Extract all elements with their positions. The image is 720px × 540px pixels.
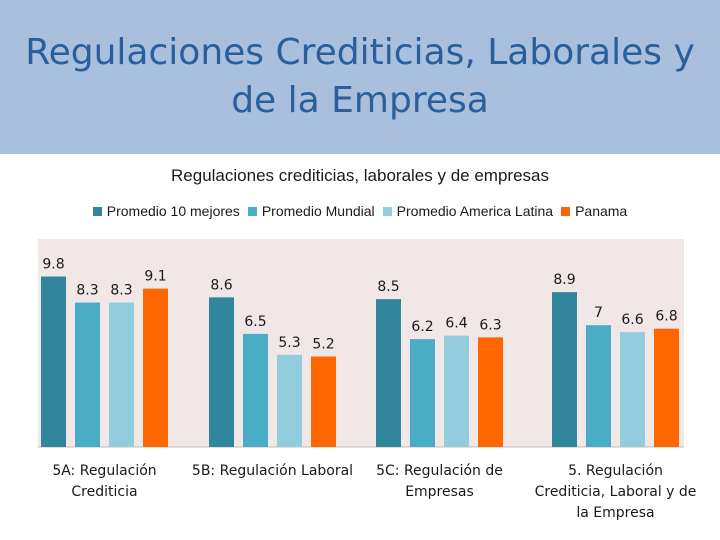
legend-label: Panama bbox=[575, 203, 628, 219]
data-label: 9.1 bbox=[144, 269, 166, 285]
category-label: 5C: Regulación de Empresas bbox=[376, 463, 503, 500]
data-label: 8.9 bbox=[553, 272, 575, 288]
legend-label: Promedio America Latina bbox=[396, 203, 554, 219]
category-label: 5. Regulación Crediticia, Laboral y de la … bbox=[535, 463, 697, 521]
data-label: 8.5 bbox=[377, 279, 399, 295]
bar bbox=[277, 354, 302, 447]
bar bbox=[243, 333, 268, 447]
legend-label: Promedio 10 mejores bbox=[106, 203, 240, 219]
category-label-line: 5. Regulación bbox=[568, 463, 663, 479]
bar bbox=[654, 328, 679, 447]
bar bbox=[109, 302, 134, 447]
category-label: 5A: Regulación Crediticia bbox=[52, 463, 156, 500]
title-banner: Regulaciones Crediticias, Laborales y de… bbox=[0, 0, 720, 154]
data-label: 9.8 bbox=[42, 256, 64, 272]
data-label: 7 bbox=[594, 305, 603, 321]
data-label: 6.6 bbox=[621, 312, 643, 328]
bar bbox=[620, 332, 645, 447]
legend-swatch bbox=[382, 206, 392, 216]
category-label-line: 5C: Regulación de bbox=[376, 463, 503, 479]
category-label: 5B: Regulación Laboral bbox=[192, 463, 353, 479]
data-label: 8.3 bbox=[76, 283, 98, 299]
data-label: 5.2 bbox=[312, 337, 334, 353]
data-label: 6.4 bbox=[445, 316, 467, 332]
legend-swatch bbox=[92, 206, 102, 216]
bar bbox=[586, 325, 611, 447]
bar bbox=[376, 299, 401, 447]
category-label-line: 5A: Regulación bbox=[52, 463, 156, 479]
data-label: 6.8 bbox=[655, 309, 677, 325]
bar bbox=[41, 276, 66, 447]
category-label-line: la Empresa bbox=[576, 505, 654, 521]
bar bbox=[311, 356, 336, 447]
chart-legend: Promedio 10 mejores Promedio Mundial Prome… bbox=[0, 203, 720, 219]
legend-item: Promedio America Latina bbox=[382, 203, 554, 219]
chart-title: Regulaciones crediticias, laborales y de… bbox=[171, 166, 549, 185]
category-label-line: Empresas bbox=[405, 484, 474, 500]
legend-item: Promedio Mundial bbox=[247, 203, 375, 219]
data-label: 5.3 bbox=[278, 335, 300, 351]
category-label-line: Crediticia, Laboral y de bbox=[535, 484, 697, 500]
data-label: 8.6 bbox=[210, 277, 232, 293]
bar bbox=[143, 288, 168, 447]
slide-title: Regulaciones Crediticias, Laborales y de… bbox=[25, 32, 695, 121]
bar bbox=[410, 339, 435, 447]
legend-swatch bbox=[561, 206, 571, 216]
bar bbox=[209, 297, 234, 447]
legend-item: Promedio 10 mejores bbox=[92, 203, 240, 219]
category-label-line: Crediticia bbox=[71, 484, 137, 500]
data-label: 6.2 bbox=[411, 319, 433, 335]
category-label-line: 5B: Regulación Laboral bbox=[192, 463, 353, 479]
legend-item: Panama bbox=[561, 203, 627, 219]
bar bbox=[478, 337, 503, 447]
legend-swatch bbox=[247, 206, 257, 216]
bar bbox=[552, 292, 577, 447]
bar bbox=[75, 302, 100, 447]
data-label: 8.3 bbox=[110, 283, 132, 299]
data-label: 6.5 bbox=[244, 314, 266, 330]
bar bbox=[444, 335, 469, 447]
data-label: 6.3 bbox=[479, 317, 501, 333]
legend-label: Promedio Mundial bbox=[261, 203, 375, 219]
